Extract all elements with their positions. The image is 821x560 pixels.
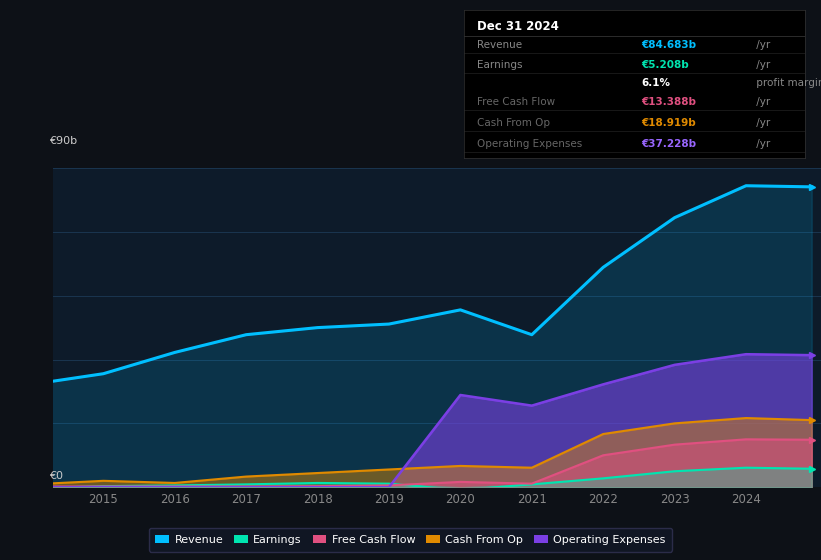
Text: /yr: /yr [754,60,771,71]
Text: Revenue: Revenue [478,40,523,50]
Text: €90b: €90b [49,136,78,146]
Text: /yr: /yr [754,139,771,149]
Text: €13.388b: €13.388b [641,97,696,108]
Text: €5.208b: €5.208b [641,60,689,71]
Text: Earnings: Earnings [478,60,523,71]
Legend: Revenue, Earnings, Free Cash Flow, Cash From Op, Operating Expenses: Revenue, Earnings, Free Cash Flow, Cash … [149,528,672,552]
Text: /yr: /yr [754,97,771,108]
Text: €18.919b: €18.919b [641,118,695,128]
Text: /yr: /yr [754,118,771,128]
Text: Operating Expenses: Operating Expenses [478,139,583,149]
Text: €37.228b: €37.228b [641,139,696,149]
Text: €0: €0 [49,471,63,481]
Text: Cash From Op: Cash From Op [478,118,551,128]
Text: 6.1%: 6.1% [641,78,670,88]
Text: /yr: /yr [754,40,771,50]
Text: Free Cash Flow: Free Cash Flow [478,97,556,108]
Text: €84.683b: €84.683b [641,40,696,50]
Text: profit margin: profit margin [754,78,821,88]
Text: Dec 31 2024: Dec 31 2024 [478,20,559,33]
